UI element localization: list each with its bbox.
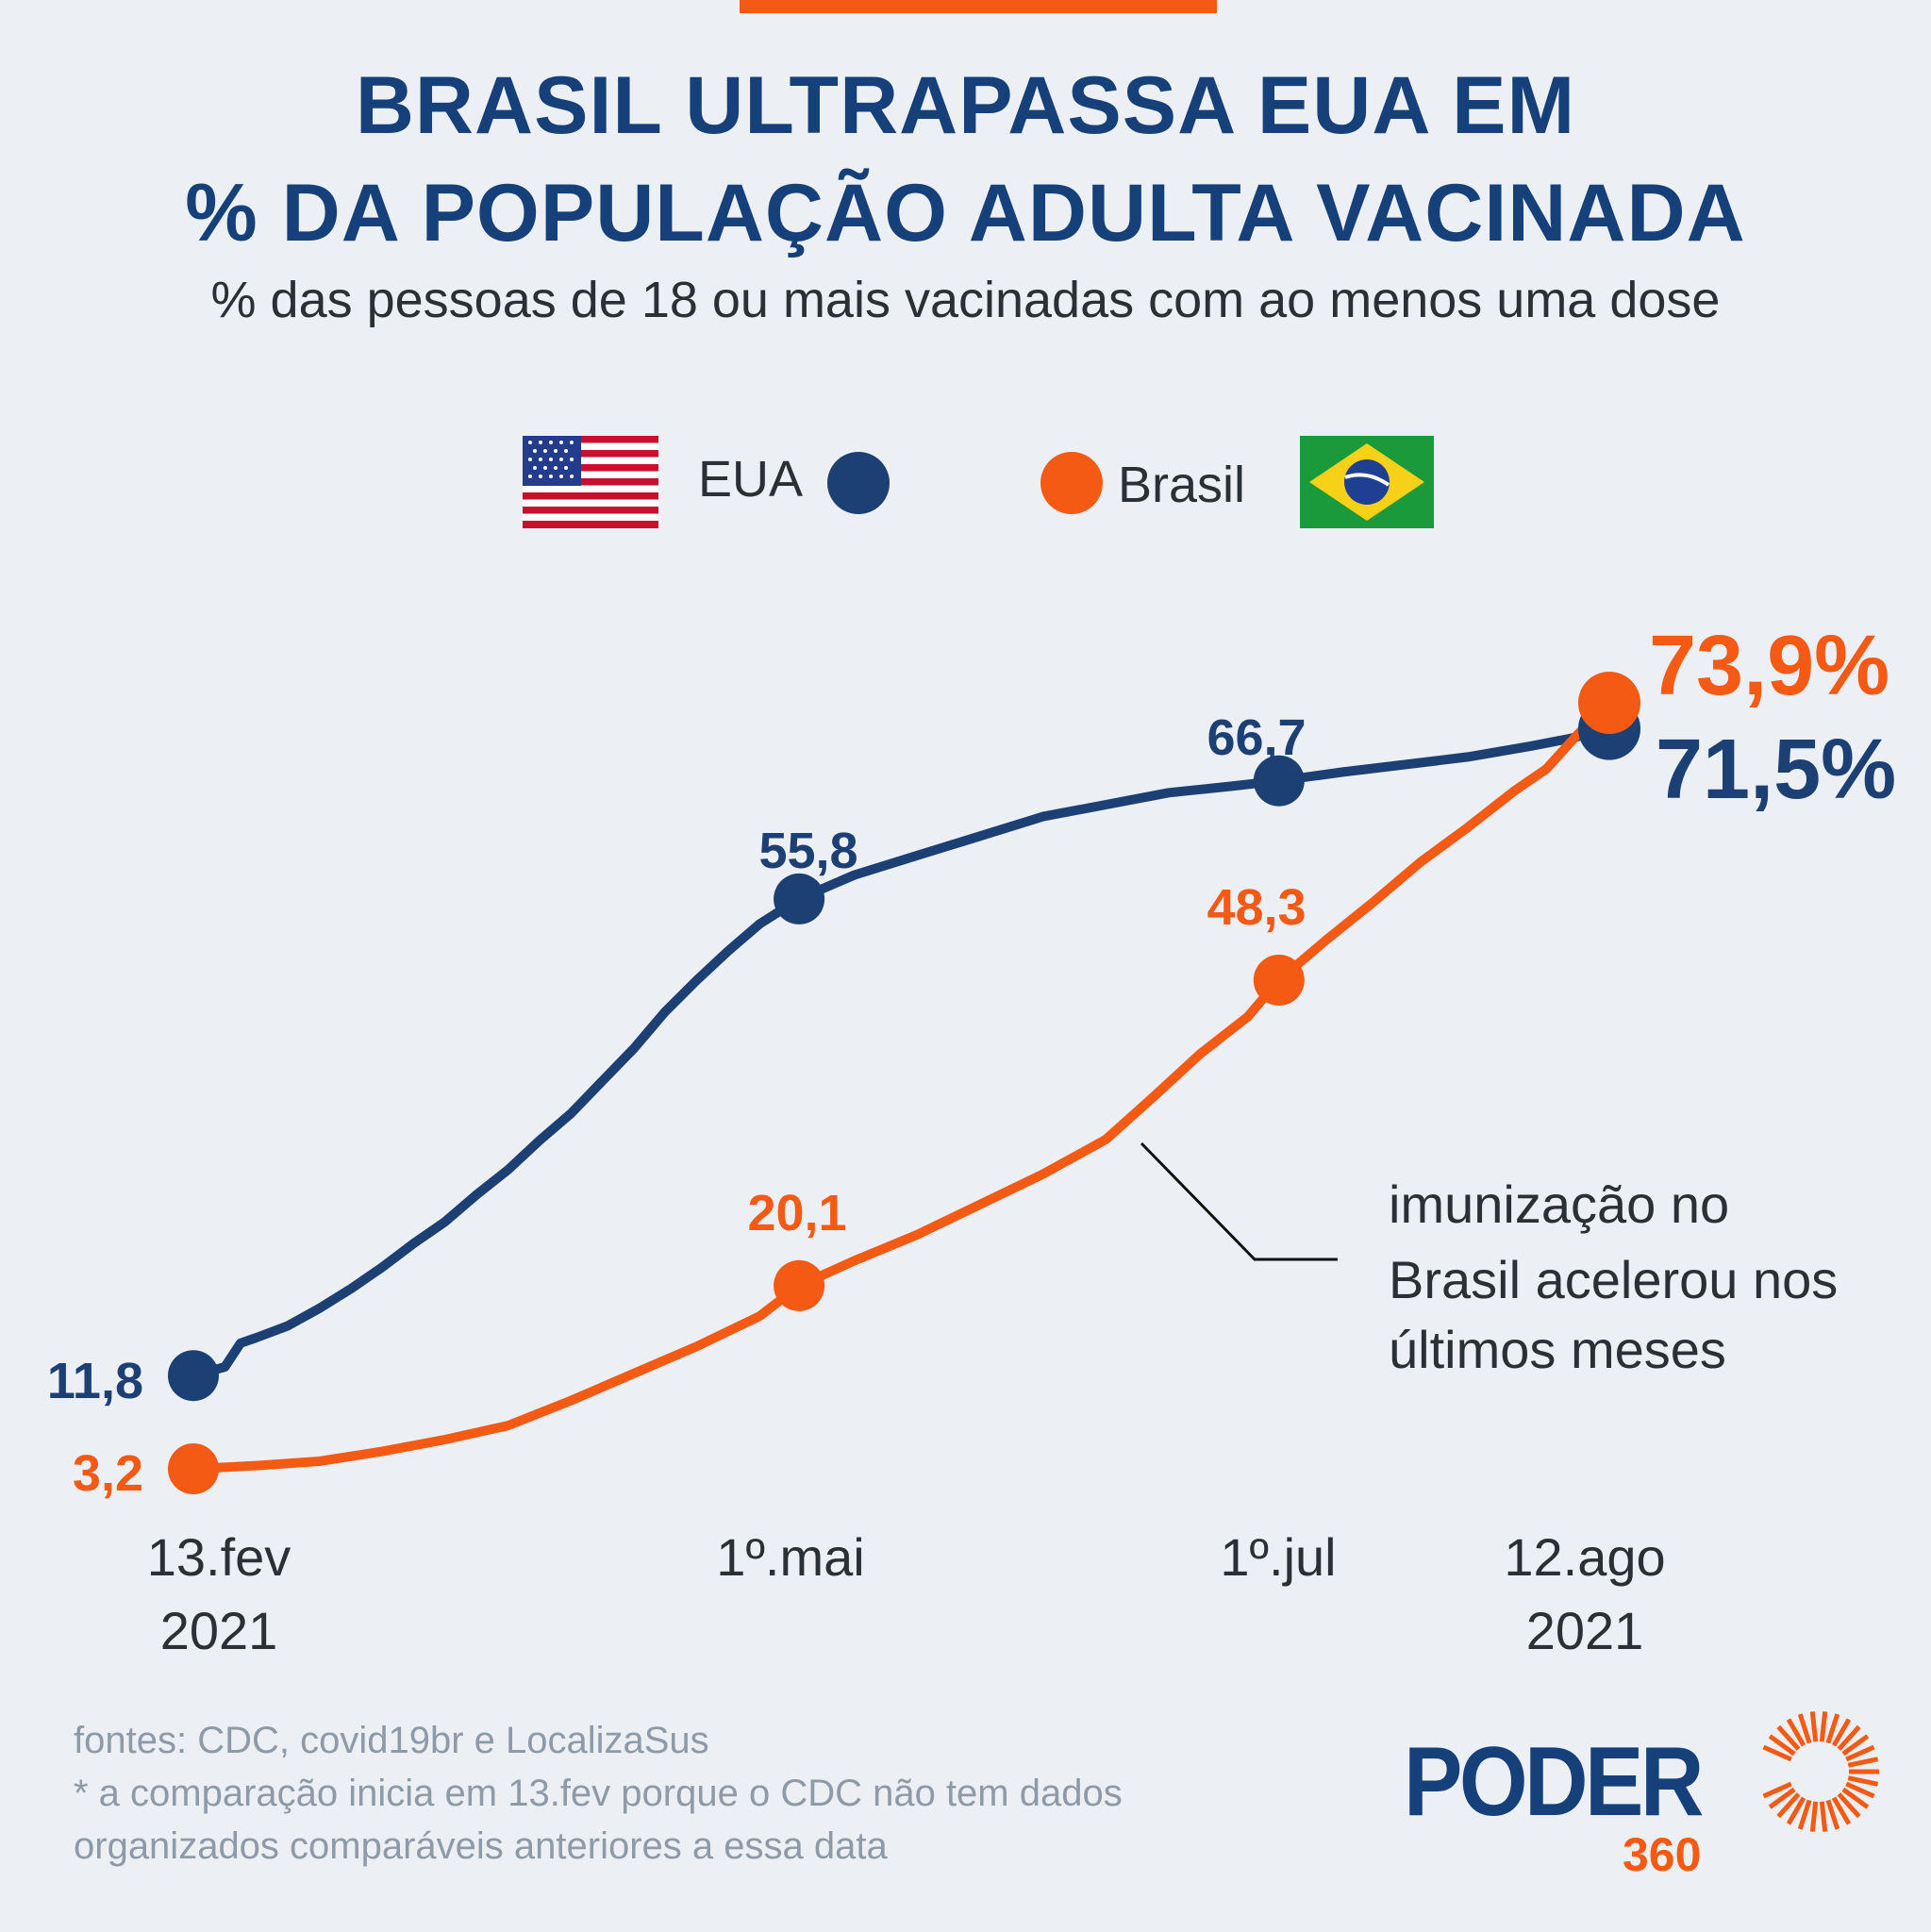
legend-brazil-marker	[1040, 452, 1103, 514]
title-line-2: % DA POPULAÇÃO ADULTA VACINADA	[185, 168, 1746, 258]
sun-ray	[1841, 1734, 1870, 1757]
sun-ray	[1837, 1792, 1861, 1819]
brazil-flag-icon	[1300, 436, 1434, 528]
sun-ray	[1831, 1718, 1852, 1747]
sun-ray	[1831, 1796, 1852, 1825]
sun-ray	[1847, 1775, 1879, 1787]
data-point-brazil-12ago	[1578, 672, 1640, 734]
data-point-brazil-1jul	[1253, 955, 1305, 1006]
data-label-brazil-1jul: 48,3	[1207, 879, 1306, 936]
x-tick-12ago: 12.ago	[1504, 1527, 1665, 1587]
series-line-brazil	[189, 698, 1614, 1474]
poder360-sun-icon	[1762, 1711, 1879, 1832]
data-label-usa-1jul: 66,7	[1207, 709, 1306, 766]
usa-flag-icon	[523, 436, 658, 528]
footnote-comparison-cont: organizados comparáveis anteriores a ess…	[74, 1825, 888, 1867]
annotation-leader-line	[1140, 1141, 1338, 1261]
data-label-usa-1mai: 55,8	[758, 823, 857, 879]
annotation-line-1: imunização no	[1389, 1174, 1729, 1234]
sun-ray	[1825, 1799, 1840, 1830]
sun-ray	[1786, 1796, 1806, 1825]
sun-ray	[1776, 1724, 1801, 1751]
data-label-usa-13fev: 11,8	[47, 1353, 143, 1409]
data-label-brazil-1mai: 20,1	[747, 1185, 846, 1241]
footnote-sources: fontes: CDC, covid19br e LocalizaSus	[74, 1720, 709, 1761]
sun-ray	[1768, 1734, 1796, 1757]
data-point-brazil-13fev	[168, 1443, 219, 1494]
sun-ray	[1762, 1781, 1792, 1799]
sun-ray	[1797, 1713, 1812, 1744]
sun-ray	[1847, 1757, 1879, 1768]
title-line-1: BRASIL ULTRAPASSA EUA EM	[355, 60, 1576, 151]
sun-ray	[1837, 1724, 1861, 1751]
sun-ray	[1776, 1792, 1801, 1819]
annotation-line-3: últimos meses	[1389, 1320, 1726, 1379]
data-point-usa-1jul	[1253, 755, 1305, 807]
x-tick-12ago-year: 2021	[1526, 1601, 1644, 1660]
subtitle: % das pessoas de 18 ou mais vacinadas co…	[210, 272, 1721, 328]
sun-ray	[1819, 1801, 1828, 1832]
sun-ray	[1786, 1718, 1806, 1747]
legend-brazil-label: Brasil	[1118, 457, 1246, 513]
brand-number: 360	[1623, 1828, 1702, 1881]
sun-ray	[1768, 1787, 1796, 1809]
data-point-usa-1mai	[774, 873, 825, 924]
sun-ray	[1845, 1744, 1875, 1762]
x-tick-1jul: 1º.jul	[1220, 1527, 1336, 1587]
sun-ray	[1845, 1781, 1875, 1799]
brand-name: PODER	[1404, 1727, 1704, 1837]
end-label-brazil: 73,9%	[1649, 619, 1889, 713]
legend-usa-label: EUA	[698, 451, 804, 508]
sun-ray	[1762, 1744, 1792, 1762]
sun-ray	[1819, 1711, 1828, 1742]
data-label-brazil-13fev: 3,2	[73, 1445, 143, 1502]
sun-ray	[1809, 1801, 1819, 1832]
legend-usa-marker	[827, 452, 890, 514]
x-tick-13fev: 13.fev	[147, 1527, 291, 1587]
sun-ray	[1825, 1713, 1840, 1744]
sun-ray	[1809, 1711, 1819, 1742]
top-accent-bar	[740, 0, 1217, 13]
end-label-usa: 71,5%	[1656, 723, 1896, 817]
annotation-line-2: Brasil acelerou nos	[1389, 1250, 1838, 1309]
sun-ray	[1797, 1799, 1812, 1830]
sun-ray	[1841, 1787, 1870, 1809]
x-tick-13fev-year: 2021	[160, 1601, 278, 1660]
data-point-usa-13fev	[168, 1350, 219, 1402]
x-tick-1mai: 1º.mai	[716, 1527, 864, 1587]
data-point-brazil-1mai	[774, 1259, 825, 1311]
footnote-comparison: * a comparação inicia em 13.fev porque o…	[74, 1773, 1123, 1814]
